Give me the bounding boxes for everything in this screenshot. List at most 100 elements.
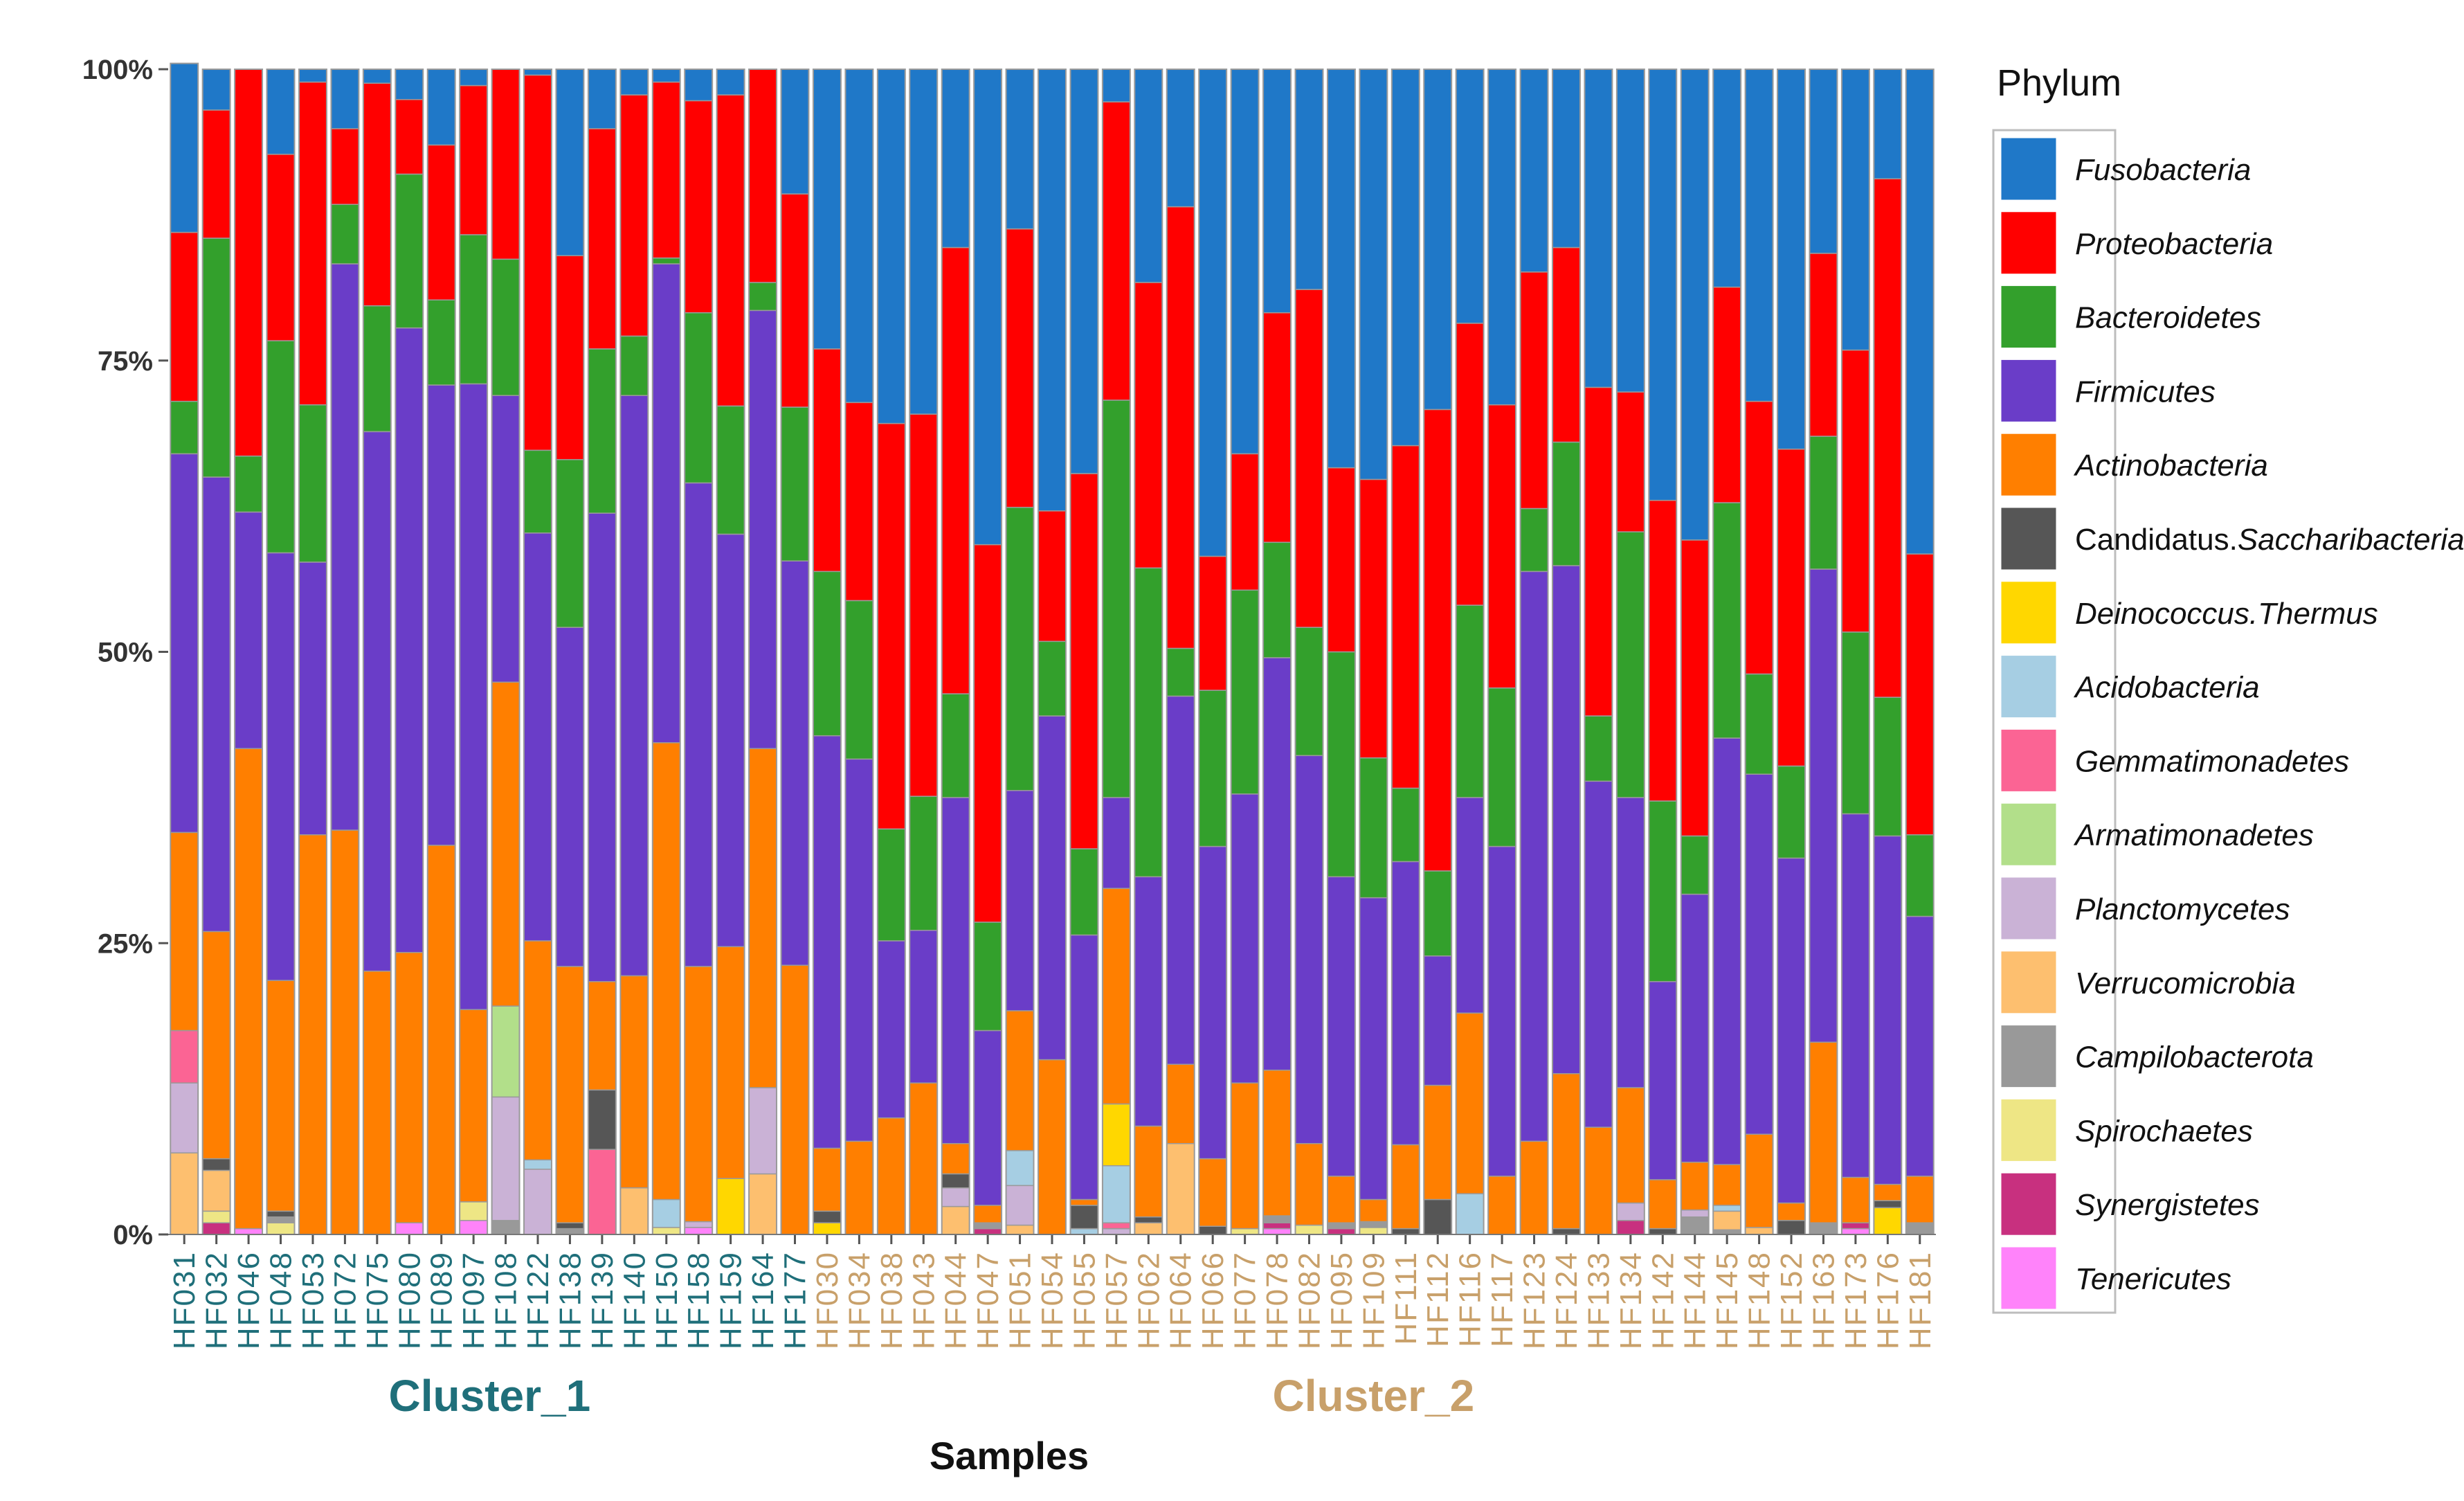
bar-segment-proteobacteria [1230,453,1260,591]
bar-segment-synergistetes [1262,1222,1292,1230]
bar-HF145 [1712,69,1742,1235]
bar-segment-firmicutes [813,735,842,1149]
bar-segment-bacteroidetes [909,796,938,931]
bar-segment-proteobacteria [426,144,456,300]
legend-swatch [1999,727,2058,793]
bar-HF109 [1359,69,1388,1235]
bar-segment-firmicutes [1552,565,1581,1075]
bar-segment-firmicutes [1423,955,1452,1086]
bar-segment-actinobacteria [1423,1084,1452,1201]
bar-segment-fusobacteria [459,69,488,87]
bar-segment-proteobacteria [588,128,617,350]
x-tick-label: HF176 [1871,1251,1905,1349]
bar-segment-proteobacteria [395,99,424,175]
bar-HF030 [812,69,842,1235]
bar-segment-bacteroidetes [684,312,713,484]
legend-item: Firmicutes [1999,357,2216,424]
bar-segment-actinobacteria [1777,1202,1806,1221]
legend-item: Tenericutes [1999,1245,2231,1311]
bar-segment-actinobacteria [1005,1010,1035,1151]
bar-HF176 [1873,69,1903,1235]
x-tick-label: HF150 [650,1251,684,1349]
bar-segment-candidatus-saccharibacteria [1552,1228,1581,1235]
bar-segment-planctomycetes [941,1187,970,1207]
bar-segment-actinobacteria [909,1082,938,1235]
bar-HF117 [1487,69,1517,1235]
x-tick-label: HF097 [457,1251,491,1349]
bar-segment-firmicutes [1134,876,1163,1127]
bar-segment-firmicutes [1262,657,1292,1071]
bar-segment-fusobacteria [1198,69,1227,557]
bar-segment-actinobacteria [555,966,585,1223]
bar-segment-bacteroidetes [555,459,585,628]
bar-HF055 [1069,69,1099,1235]
bar-segment-candidatus-saccharibacteria [1423,1198,1452,1235]
bar-segment-firmicutes [1744,773,1774,1135]
bar-HF047 [973,69,1003,1235]
bar-segment-actinobacteria [1455,1012,1485,1194]
x-tick-label: HF159 [714,1251,748,1349]
bar-HF038 [876,69,906,1235]
bar-HF159 [716,69,745,1235]
bar-segment-firmicutes [844,758,874,1142]
legend-item: Deinococcus.Thermus [1999,579,2378,646]
bar-segment-fusobacteria [363,69,392,84]
bar-segment-proteobacteria [1519,271,1549,510]
legend-item: Candidatus.Saccharibacteria [1999,505,2464,572]
bar-segment-proteobacteria [234,69,263,457]
x-tick-label: HF038 [875,1251,909,1349]
cluster-label: Cluster_1 [389,1371,591,1421]
bar-segment-fusobacteria [588,69,617,129]
bar-segment-firmicutes [523,532,552,942]
bar-segment-firmicutes [1391,861,1420,1146]
bar-segment-bacteroidetes [1552,441,1581,566]
x-tick-label: HF057 [1100,1251,1134,1349]
bar-HF142 [1648,69,1678,1235]
legend-label: Verrucomicrobia [2075,967,2296,1000]
bar-segment-bacteroidetes [652,257,681,264]
legend-label: Candidatus.Saccharibacteria [2075,523,2464,557]
bar-segment-fusobacteria [780,69,810,195]
x-tick-label: HF123 [1518,1251,1552,1349]
bar-HF048 [266,69,296,1235]
bar-segment-actinobacteria [652,742,681,1201]
bar-segment-firmicutes [1809,568,1838,1043]
x-tick-label: HF173 [1839,1251,1873,1349]
bar-segment-firmicutes [330,263,360,831]
bar-segment-firmicutes [234,511,263,749]
legend-label: Firmicutes [2075,375,2216,408]
bar-segment-fusobacteria [1038,69,1067,512]
bar-segment-actinobacteria [1744,1133,1774,1228]
x-tick-label: HF046 [232,1251,266,1349]
bar-HF054 [1038,69,1067,1235]
bar-segment-synergistetes [1327,1228,1356,1235]
bar-segment-bacteroidetes [716,405,745,535]
bar-HF163 [1809,69,1838,1235]
legend-item: Verrucomicrobia [1999,949,2296,1016]
bar-segment-fusobacteria [813,69,842,350]
bar-segment-firmicutes [780,560,810,966]
bar-segment-fusobacteria [426,69,456,146]
bar-HF148 [1744,69,1774,1235]
bar-segment-fusobacteria [684,69,713,102]
bar-segment-firmicutes [588,512,617,982]
x-tick-label: HF089 [425,1251,459,1349]
x-tick-label: HF112 [1421,1251,1455,1347]
bar-segment-proteobacteria [1198,555,1227,691]
bar-segment-firmicutes [1102,797,1131,889]
bar-segment-bacteroidetes [973,922,1002,1032]
bar-segment-proteobacteria [555,255,585,460]
x-tick-label: HF124 [1550,1251,1584,1349]
bar-segment-firmicutes [941,797,970,1144]
bar-segment-fusobacteria [973,69,1002,546]
bar-segment-proteobacteria [1777,448,1806,767]
bar-segment-proteobacteria [941,246,970,694]
bar-segment-proteobacteria [1005,228,1035,508]
legend-label: Synergistetes [2075,1188,2260,1222]
bar-segment-proteobacteria [1744,400,1774,675]
bar-segment-proteobacteria [909,413,938,797]
x-tick-label: HF064 [1164,1251,1198,1349]
legend-label: Bacteroidetes [2075,301,2261,335]
legend-swatch [1999,210,2058,276]
x-tick-label: HF152 [1775,1251,1809,1349]
